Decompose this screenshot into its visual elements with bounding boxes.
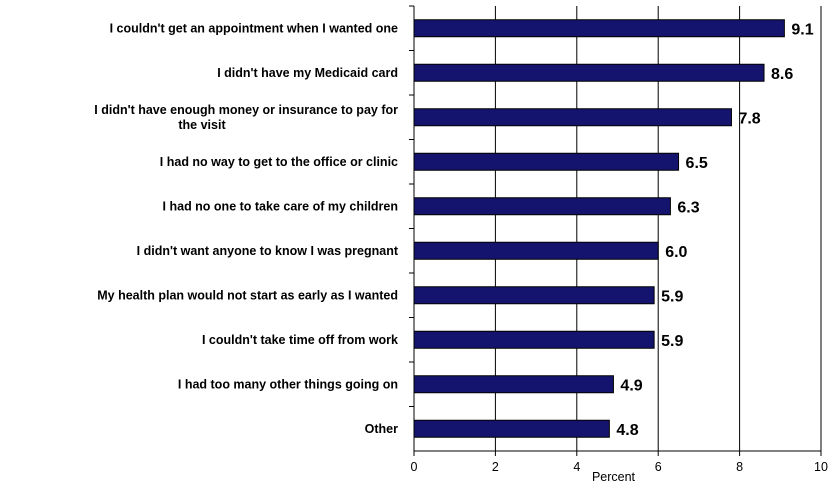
category-label: I didn't have my Medicaid card [217, 66, 398, 80]
category-label: I had too many other things going on [178, 377, 398, 391]
category-label: I had no way to get to the office or cli… [160, 155, 398, 169]
category-label: I couldn't get an appointment when I wan… [110, 21, 398, 35]
bars [413, 19, 785, 438]
category-label-line: I had no one to take care of my children [163, 199, 398, 213]
category-label: My health plan would not start as early … [97, 288, 398, 302]
bar [413, 419, 610, 438]
data-label: 4.8 [616, 422, 638, 439]
data-label: 5.9 [661, 333, 683, 350]
category-label-line: I didn't want anyone to know I was pregn… [137, 244, 399, 258]
data-label: 5.9 [661, 288, 683, 305]
category-label: I didn't want anyone to know I was pregn… [137, 244, 399, 258]
category-label-line: I couldn't take time off from work [202, 333, 398, 347]
axes [409, 5, 822, 456]
category-label-line: Other [365, 422, 398, 436]
bar [413, 330, 655, 349]
x-tick-label: 8 [736, 460, 743, 474]
category-label-line: I couldn't get an appointment when I wan… [110, 21, 398, 35]
category-label-line: I didn't have enough money or insurance … [94, 103, 398, 117]
bar [413, 63, 765, 82]
x-tick-label: 4 [573, 460, 580, 474]
category-label: I had no one to take care of my children [163, 199, 398, 213]
bar [413, 108, 732, 127]
category-label-line: I didn't have my Medicaid card [217, 66, 398, 80]
data-label: 6.3 [677, 199, 699, 216]
category-labels: I couldn't get an appointment when I wan… [94, 21, 399, 436]
data-label: 6.5 [686, 155, 708, 172]
bar [413, 19, 785, 38]
data-label: 7.8 [738, 110, 760, 127]
bar [413, 241, 659, 260]
x-tick-labels: 0 2 4 6 8 10 [411, 460, 828, 474]
x-tick-label: 6 [655, 460, 662, 474]
category-label-line: I had too many other things going on [178, 377, 398, 391]
bar [413, 197, 671, 216]
bar [413, 375, 614, 394]
category-label: Other [365, 422, 398, 436]
data-label: 9.1 [791, 21, 813, 38]
x-tick-label: 2 [492, 460, 499, 474]
bar [413, 286, 655, 305]
x-tick-label: 10 [814, 460, 828, 474]
data-label: 8.6 [771, 66, 793, 83]
x-tick-label: 0 [411, 460, 418, 474]
category-label: I didn't have enough money or insurance … [94, 103, 398, 132]
value-labels: 9.1 8.6 7.8 6.5 6.3 6.0 5.9 5.9 4.9 4.8 [616, 21, 813, 439]
x-axis-title: Percent [592, 470, 636, 484]
data-label: 6.0 [665, 244, 687, 261]
data-label: 4.9 [620, 377, 642, 394]
category-label-line: My health plan would not start as early … [97, 288, 398, 302]
bar [413, 152, 680, 171]
category-label: I couldn't take time off from work [202, 333, 398, 347]
category-label-line: the visit [178, 118, 226, 132]
category-label-line: I had no way to get to the office or cli… [160, 155, 398, 169]
